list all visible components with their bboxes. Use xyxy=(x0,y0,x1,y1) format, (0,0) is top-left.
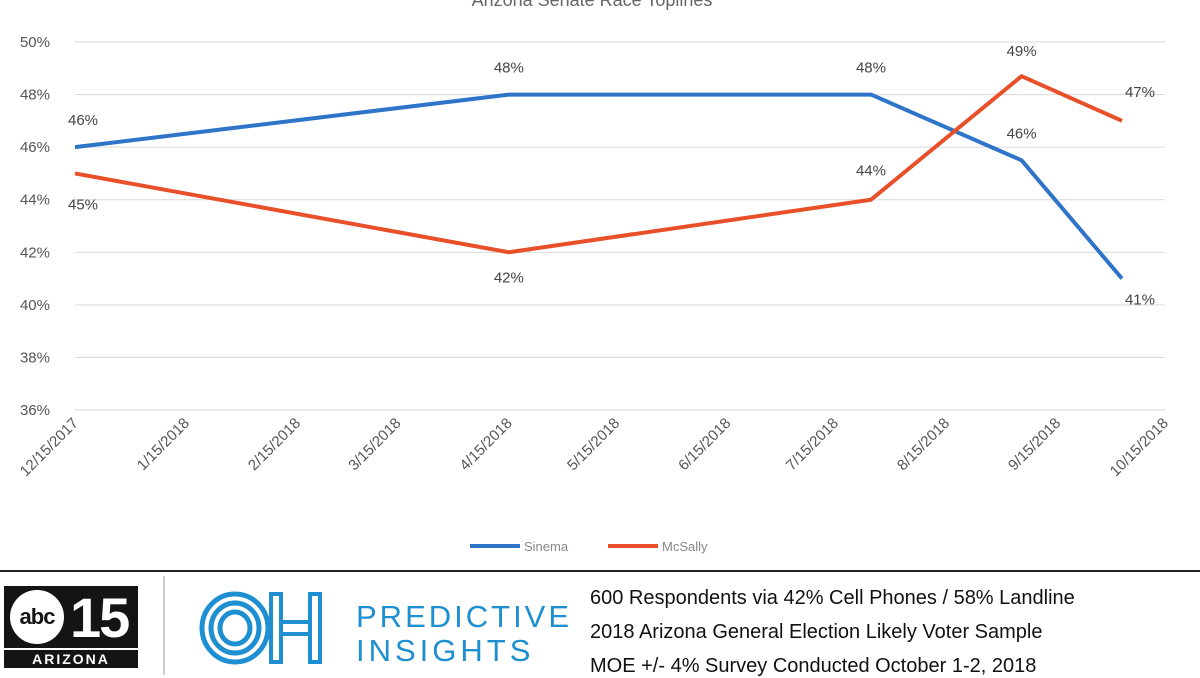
x-tick-label: 7/15/2018 xyxy=(783,415,842,474)
x-tick-label: 6/15/2018 xyxy=(675,415,734,474)
x-tick-label: 5/15/2018 xyxy=(564,415,623,474)
abc-logo-text: abc xyxy=(19,604,56,629)
abc15-logo-top: abc 15 xyxy=(4,585,138,649)
x-tick-label: 12/15/2017 xyxy=(17,415,82,480)
x-tick-label: 9/15/2018 xyxy=(1005,415,1064,474)
series-line-sinema xyxy=(74,92,1124,280)
station-number: 15 xyxy=(70,585,130,649)
data-label-sinema: 48% xyxy=(494,60,524,77)
y-tick-label: 42% xyxy=(20,244,50,261)
y-tick-label: 40% xyxy=(20,297,50,314)
brand-predictive: PREDICTIVE xyxy=(356,599,573,634)
legend: Sinema McSally xyxy=(470,539,708,554)
oh-predictive-logo-icon xyxy=(199,591,322,665)
y-tick-label: 46% xyxy=(20,139,50,156)
x-axis-ticks: 12/15/2017 1/15/2018 2/15/2018 3/15/2018 4/1… xyxy=(17,415,1172,480)
data-labels: 46% 48% 48% 46% 41% 45% 42% 44% 49% 47% xyxy=(68,43,1155,308)
x-tick-label: 3/15/2018 xyxy=(345,415,404,474)
y-tick-label: 44% xyxy=(20,192,50,209)
survey-note-moe: MOE +/- 4% Survey Conducted October 1-2,… xyxy=(590,655,1037,677)
x-tick-label: 2/15/2018 xyxy=(245,415,304,474)
footer-rule xyxy=(0,570,1200,572)
data-label-sinema: 41% xyxy=(1125,292,1155,309)
data-label-sinema: 46% xyxy=(68,112,98,129)
y-tick-label: 38% xyxy=(20,349,50,366)
series-lines xyxy=(74,74,1124,280)
footer-banner: abc 15 ARIZONA PREDICTIVE INSIGHTS 600 R… xyxy=(0,570,1200,677)
data-label-sinema: 48% xyxy=(856,60,886,77)
survey-note-sample: 2018 Arizona General Election Likely Vot… xyxy=(590,621,1043,643)
x-tick-label: 4/15/2018 xyxy=(456,415,515,474)
station-region: ARIZONA xyxy=(4,650,138,668)
data-label-sinema: 46% xyxy=(1007,125,1037,142)
x-tick-label: 1/15/2018 xyxy=(134,415,193,474)
series-line-mcsally xyxy=(74,74,1123,255)
legend-label-sinema: Sinema xyxy=(524,539,569,554)
data-label-mcsally: 42% xyxy=(494,269,524,286)
survey-note-respondents: 600 Respondents via 42% Cell Phones / 58… xyxy=(590,587,1075,609)
x-tick-label: 10/15/2018 xyxy=(1107,415,1172,480)
x-tick-label: 8/15/2018 xyxy=(894,415,953,474)
brand-insights: INSIGHTS xyxy=(356,633,535,668)
chart-title: Arizona Senate Race Toplines xyxy=(472,0,713,10)
legend-label-mcsally: McSally xyxy=(662,539,708,554)
abc-circle: abc xyxy=(10,590,64,644)
y-tick-label: 36% xyxy=(20,402,50,419)
y-tick-label: 50% xyxy=(20,34,50,51)
data-label-mcsally: 45% xyxy=(68,196,98,213)
data-label-mcsally: 44% xyxy=(856,163,886,180)
line-chart: Arizona Senate Race Toplines 50% 48% 46% 44… xyxy=(17,0,1172,554)
footer-divider xyxy=(163,576,165,675)
y-tick-label: 48% xyxy=(20,87,50,104)
y-axis-ticks: 50% 48% 46% 44% 42% 40% 38% 36% xyxy=(20,34,50,419)
gridlines xyxy=(75,41,1165,411)
data-label-mcsally: 47% xyxy=(1125,84,1155,101)
data-label-mcsally: 49% xyxy=(1007,43,1037,60)
abc15-logo: abc 15 ARIZONA xyxy=(4,586,138,668)
